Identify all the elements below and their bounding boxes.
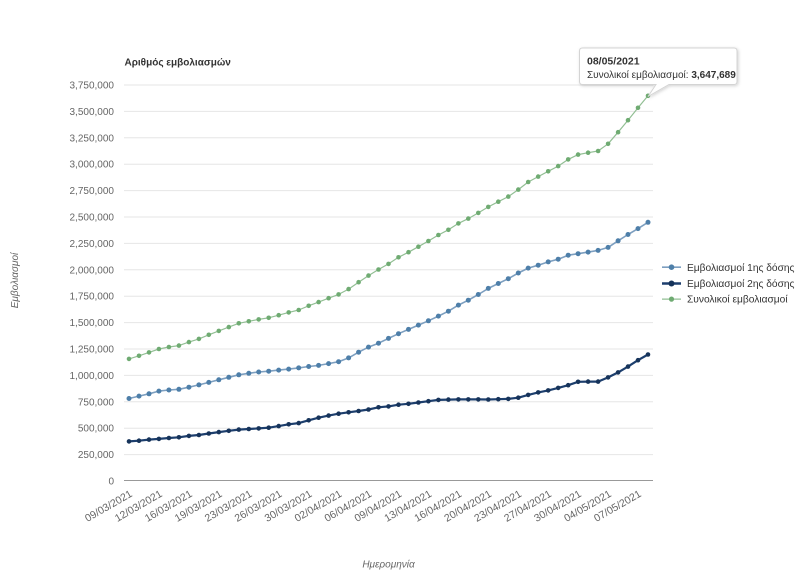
- svg-text:Εμβολιασμοί: Εμβολιασμοί: [9, 251, 21, 308]
- svg-text:750,000: 750,000: [78, 397, 115, 408]
- svg-text:1,750,000: 1,750,000: [70, 292, 115, 303]
- svg-text:Αριθμός εμβολιασμών: Αριθμός εμβολιασμών: [125, 58, 232, 69]
- svg-text:500,000: 500,000: [78, 424, 115, 435]
- svg-text:0: 0: [108, 477, 114, 488]
- svg-text:08/05/2021: 08/05/2021: [587, 56, 640, 68]
- svg-text:1,250,000: 1,250,000: [70, 345, 115, 356]
- svg-text:3,000,000: 3,000,000: [70, 160, 115, 171]
- svg-text:3,750,000: 3,750,000: [70, 81, 115, 92]
- svg-text:2,500,000: 2,500,000: [70, 213, 115, 224]
- svg-text:Εμβολιασμοί 2ης δόσης: Εμβολιασμοί 2ης δόσης: [687, 278, 795, 290]
- svg-text:250,000: 250,000: [78, 450, 115, 461]
- svg-text:2,000,000: 2,000,000: [70, 265, 115, 276]
- svg-text:Συνολικοί εμβολιασμοί: Συνολικοί εμβολιασμοί: [687, 294, 788, 306]
- svg-text:1,500,000: 1,500,000: [70, 318, 115, 329]
- svg-text:3,250,000: 3,250,000: [70, 133, 115, 144]
- svg-text:2,750,000: 2,750,000: [70, 186, 115, 197]
- svg-text:Εμβολιασμοί 1ης δόσης: Εμβολιασμοί 1ης δόσης: [687, 262, 795, 274]
- svg-text:2,250,000: 2,250,000: [70, 239, 115, 250]
- svg-text:3,500,000: 3,500,000: [70, 107, 115, 118]
- svg-text:Συνολικοί εμβολιασμοί: 3,647,6: Συνολικοί εμβολιασμοί: 3,647,689: [587, 69, 736, 81]
- svg-text:Ημερομηνία: Ημερομηνία: [362, 559, 415, 571]
- svg-text:1,000,000: 1,000,000: [70, 371, 115, 382]
